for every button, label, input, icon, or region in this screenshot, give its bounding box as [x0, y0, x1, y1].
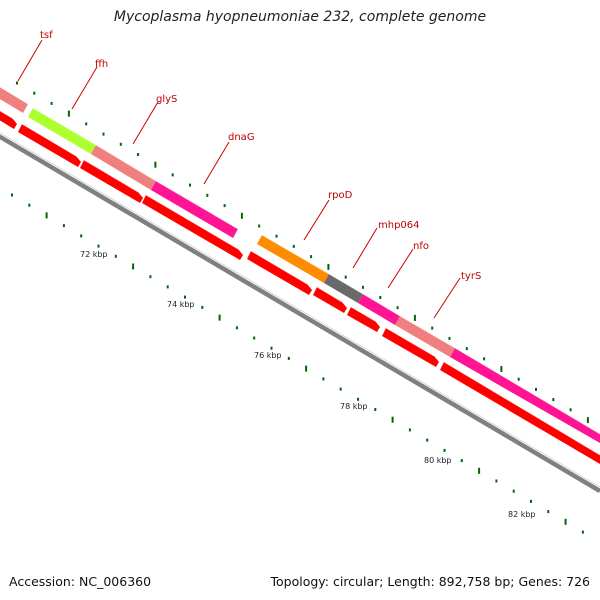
gene-labels: tsf ffh glyS dnaG rpoD mhp064 nfo tyrS	[40, 30, 481, 282]
kbp-label: 82 kbp	[508, 510, 536, 519]
cds-arrow	[347, 307, 380, 332]
gene-block-dnaG	[151, 181, 238, 238]
gene-ring	[0, 86, 600, 443]
gene-block-next	[450, 348, 600, 443]
kbp-label: 76 kbp	[254, 351, 282, 360]
cds-arrow	[313, 287, 347, 313]
gene-block-mhp064	[324, 274, 363, 303]
inner-ticks	[11, 193, 584, 534]
gene-label: rpoD	[328, 190, 353, 201]
kbp-label: 72 kbp	[80, 250, 108, 259]
cds-arrow	[80, 160, 143, 203]
kbp-label: 74 kbp	[167, 300, 195, 309]
gene-block-rpoD	[257, 235, 329, 283]
cds-arrow	[440, 362, 600, 464]
kbp-label: 78 kbp	[340, 402, 368, 411]
gene-block-tyrS	[395, 316, 455, 357]
genome-backbone	[0, 134, 600, 493]
gene-label: glyS	[156, 94, 177, 105]
gene-block-tsf	[0, 87, 28, 113]
cds-ring	[0, 110, 600, 464]
gene-block-ffh	[28, 108, 96, 154]
gene-label: tyrS	[461, 271, 481, 282]
gene-label-connectors	[17, 39, 461, 319]
cds-arrow	[18, 124, 81, 167]
accession-text: Accession: NC_006360	[9, 574, 152, 589]
kbp-label: 80 kbp	[424, 456, 452, 465]
outer-ticks	[16, 81, 589, 424]
gene-block-nfo	[358, 294, 400, 325]
gene-label: mhp064	[378, 220, 420, 231]
cds-arrow	[382, 328, 439, 367]
gene-label: dnaG	[228, 132, 255, 143]
gene-block-glyS	[91, 145, 156, 190]
gene-label: tsf	[40, 30, 53, 41]
gene-label: ffh	[95, 59, 108, 70]
cds-arrow	[0, 110, 17, 129]
kbp-labels: 72 kbp 74 kbp 76 kbp 78 kbp 80 kbp 82 kb…	[80, 250, 536, 519]
map-title: Mycoplasma hyopneumoniae 232, complete g…	[113, 9, 487, 25]
cds-arrow	[142, 195, 243, 260]
gene-label: nfo	[413, 241, 429, 252]
cds-arrow	[247, 251, 312, 295]
genome-summary-text: Topology: circular; Length: 892,758 bp; …	[270, 574, 591, 589]
